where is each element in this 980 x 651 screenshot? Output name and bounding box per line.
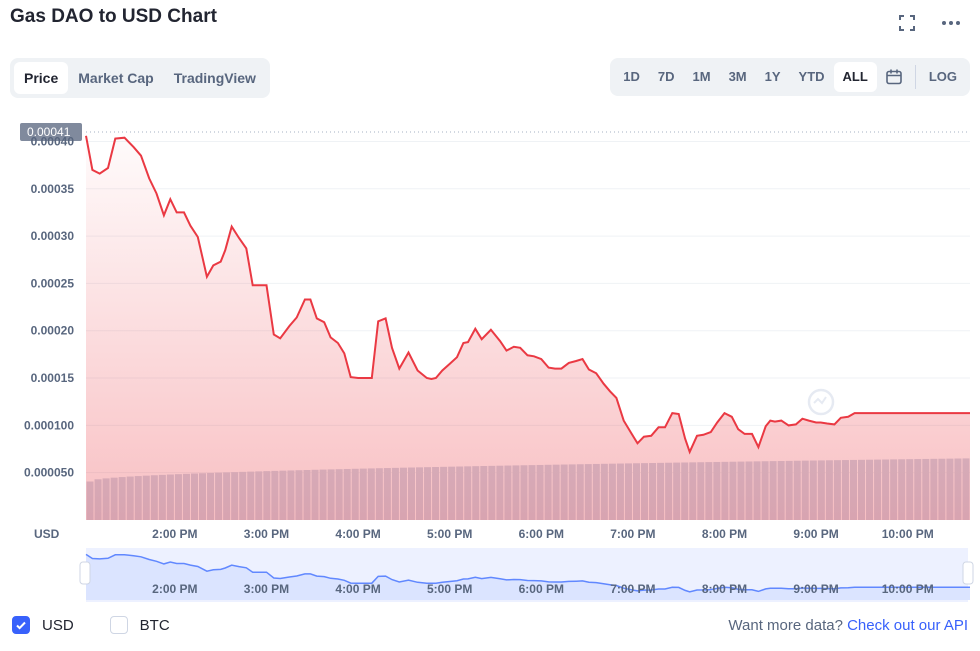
time-range-tabs: 1D 7D 1M 3M 1Y YTD ALL LOG <box>610 58 970 96</box>
x-tick-label: 2:00 PM <box>152 527 197 541</box>
navigator-tick-label: 4:00 PM <box>335 582 380 596</box>
x-axis: 2:00 PM 3:00 PM 4:00 PM 5:00 PM 6:00 PM 7:00 … <box>152 527 934 541</box>
y-axis: 0.000050 0.000100 0.00015 0.00020 0.00025 0.0… <box>24 134 74 479</box>
tab-price[interactable]: Price <box>14 62 69 94</box>
y-tick-label: 0.00025 <box>31 276 75 290</box>
x-tick-label: 9:00 PM <box>793 527 838 541</box>
navigator[interactable]: 2:00 PM 3:00 PM 4:00 PM 5:00 PM 6:00 PM 7:00 … <box>79 548 974 602</box>
range-all[interactable]: ALL <box>833 62 877 92</box>
range-1y[interactable]: 1Y <box>764 69 781 84</box>
fullscreen-icon[interactable] <box>896 12 918 34</box>
navigator-tick-label: 10:00 PM <box>882 582 934 596</box>
navigator-area <box>86 554 970 600</box>
y-tick-label: 0.00020 <box>31 324 75 338</box>
range-3m[interactable]: 3M <box>728 69 747 84</box>
usd-label: USD <box>42 616 74 634</box>
range-1m[interactable]: 1M <box>692 69 711 84</box>
x-tick-label: 3:00 PM <box>244 527 289 541</box>
x-tick-label: 7:00 PM <box>610 527 655 541</box>
navigator-handle-right[interactable] <box>962 561 974 585</box>
range-7d[interactable]: 7D <box>657 69 675 84</box>
chart-toolbar <box>896 12 962 34</box>
usd-checkbox[interactable] <box>12 616 30 634</box>
page-title: Gas DAO to USD Chart <box>10 6 217 27</box>
price-line <box>85 135 970 455</box>
current-price-label: 0.00041 <box>27 125 71 139</box>
y-tick-label: 0.00015 <box>31 371 75 385</box>
navigator-tick-label: 6:00 PM <box>519 582 564 596</box>
price-area <box>86 135 970 521</box>
api-prefix: Want more data? <box>728 617 843 634</box>
x-tick-label: 8:00 PM <box>702 527 747 541</box>
tab-market-cap[interactable]: Market Cap <box>78 70 154 86</box>
log-toggle[interactable]: LOG <box>928 69 957 84</box>
api-link[interactable]: Check out our API <box>847 617 968 634</box>
api-promo: Want more data? Check out our API <box>728 617 968 634</box>
range-1d[interactable]: 1D <box>623 69 640 84</box>
x-tick-label: 5:00 PM <box>427 527 472 541</box>
divider <box>914 65 916 89</box>
navigator-line <box>85 553 970 593</box>
btc-label: BTC <box>139 616 170 634</box>
x-tick-label: 4:00 PM <box>335 527 380 541</box>
y-tick-label: 0.000100 <box>24 418 74 432</box>
navigator-axis: 2:00 PM 3:00 PM 4:00 PM 5:00 PM 6:00 PM 7:00 … <box>152 582 934 596</box>
tab-tradingview[interactable]: TradingView <box>173 70 256 86</box>
legend-btc[interactable]: BTC <box>109 616 170 634</box>
navigator-tick-label: 2:00 PM <box>152 582 197 596</box>
chart-type-tabs: Price Market Cap TradingView <box>10 58 270 98</box>
y-tick-label: 0.00030 <box>31 229 75 243</box>
range-ytd[interactable]: YTD <box>798 69 825 84</box>
y-tick-label: 0.00040 <box>31 134 75 148</box>
x-tick-label: 6:00 PM <box>519 527 564 541</box>
navigator-tick-label: 7:00 PM <box>610 582 655 596</box>
legend-usd[interactable]: USD <box>12 616 74 634</box>
check-icon <box>16 621 26 630</box>
more-icon[interactable] <box>940 12 962 34</box>
price-chart[interactable]: 0.00041 0.0000500.0001000.000150.000200.… <box>0 110 980 610</box>
navigator-tick-label: 9:00 PM <box>793 582 838 596</box>
legend: USD BTC <box>12 616 194 634</box>
navigator-tick-label: 8:00 PM <box>702 582 747 596</box>
navigator-tick-label: 3:00 PM <box>244 582 289 596</box>
y-tick-label: 0.00035 <box>31 182 75 196</box>
calendar-icon[interactable] <box>877 62 911 92</box>
btc-checkbox[interactable] <box>109 616 128 634</box>
x-tick-label: 10:00 PM <box>882 527 934 541</box>
current-price-tag: 0.00041 <box>20 123 82 141</box>
watermark <box>807 388 835 416</box>
navigator-tick-label: 5:00 PM <box>427 582 472 596</box>
navigator-handle-left[interactable] <box>79 561 91 585</box>
y-unit-label: USD <box>34 527 60 541</box>
y-tick-label: 0.000050 <box>24 466 74 480</box>
